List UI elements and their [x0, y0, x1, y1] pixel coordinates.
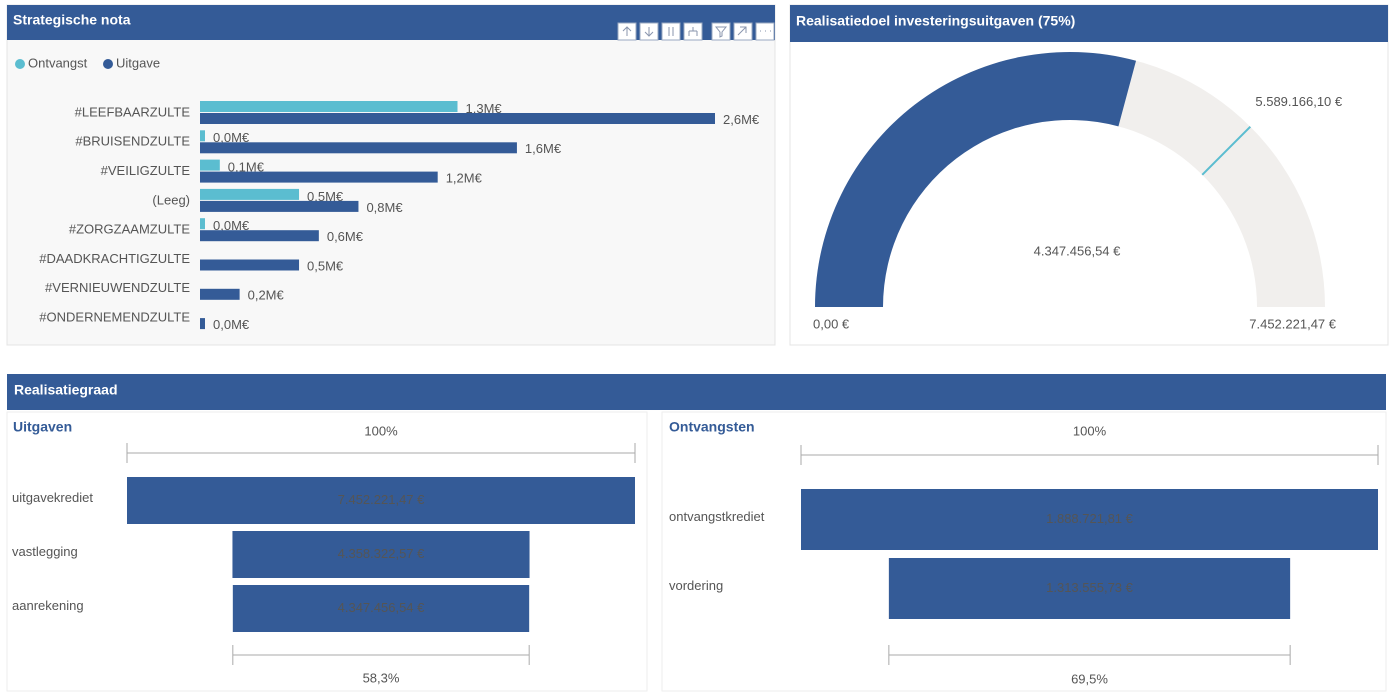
- data-label: 0,5M€: [307, 258, 344, 273]
- gauge-target: [1201, 125, 1252, 176]
- icon-button[interactable]: [711, 22, 731, 41]
- icon-glyphs: [622, 26, 771, 38]
- bar: [200, 130, 205, 142]
- toolbar[interactable]: [617, 22, 775, 41]
- panel: [661, 411, 1387, 692]
- bar: [200, 318, 205, 330]
- max-label: 7.452.221,47 €: [1249, 316, 1337, 331]
- category-label: uitgavekrediet: [12, 490, 93, 505]
- data-label: 1,2M€: [446, 171, 483, 186]
- min-label: 0,00 €: [813, 316, 850, 331]
- funnel-bar: [232, 585, 530, 632]
- icon-button[interactable]: [661, 22, 681, 41]
- category-label: #VEILIGZULTE: [101, 163, 191, 178]
- bracket: [888, 645, 1291, 665]
- bar: [200, 200, 359, 212]
- bracket: [126, 443, 636, 463]
- bar-label: 4.358.322,57 €: [338, 546, 426, 561]
- panel-header: [790, 5, 1388, 42]
- bar: [200, 259, 300, 271]
- bar: [200, 218, 205, 230]
- icon-button[interactable]: [733, 22, 753, 41]
- data-label: 0,5M€: [307, 189, 344, 204]
- bottom-percent: 58,3%: [363, 670, 400, 685]
- data-label: 0,2M€: [248, 288, 285, 303]
- bar: [200, 159, 220, 171]
- target-label: 5.589.166,10 €: [1255, 94, 1343, 109]
- bar: [200, 101, 458, 112]
- bar-label: 1.313.555,73 €: [1046, 580, 1134, 595]
- data-label: 0,0M€: [213, 218, 250, 233]
- bar: [200, 288, 240, 300]
- top-percent: 100%: [1073, 423, 1107, 438]
- category-label: #VERNIEUWENDZULTE: [45, 280, 190, 295]
- data-label: 0,1M€: [228, 160, 265, 175]
- category-label: (Leeg): [152, 192, 190, 207]
- legend-label: Uitgave: [116, 55, 160, 70]
- bar: [200, 171, 438, 183]
- bar: [200, 113, 715, 124]
- bar: [200, 188, 300, 200]
- section-header: [7, 374, 1386, 410]
- chart-title: Strategische nota: [13, 12, 131, 28]
- data-label: 0,0M€: [213, 130, 250, 145]
- chart-title: Uitgaven: [13, 419, 72, 435]
- category-label: #ONDERNEMENDZULTE: [39, 310, 190, 325]
- category-label: aanrekening: [12, 598, 84, 613]
- bar-label: 4.347.456,54 €: [338, 600, 426, 615]
- chart-title: Ontvangsten: [669, 419, 755, 435]
- legend-marker: [15, 59, 25, 69]
- gauge-value: [815, 51, 1137, 307]
- category-label: #DAADKRACHTIGZULTE: [39, 251, 190, 266]
- funnel-bar: [232, 531, 530, 578]
- category-label: #ZORGZAAMZULTE: [69, 222, 190, 237]
- bracket: [800, 445, 1379, 465]
- section-title: Realisatiegraad: [14, 382, 118, 398]
- funnel-bar: [127, 477, 635, 524]
- category-label: #BRUISENDZULTE: [75, 134, 190, 149]
- bar: [200, 142, 517, 154]
- data-label: 1,3M€: [466, 101, 503, 116]
- bottom-percent: 69,5%: [1071, 671, 1108, 686]
- category-label: vordering: [669, 578, 723, 593]
- data-label: 1,6M€: [525, 141, 562, 156]
- funnel-bar: [801, 489, 1378, 550]
- gauge-value-label: 4.347.456,54 €: [1034, 243, 1122, 258]
- bar-label: 1.888.721,81 €: [1046, 511, 1134, 526]
- bar-label: 7.452.221,47 €: [338, 492, 426, 507]
- data-label: 0,6M€: [327, 229, 364, 244]
- category-label: #LEEFBAARZULTE: [75, 104, 191, 119]
- data-label: 0,0M€: [213, 317, 250, 332]
- top-percent: 100%: [364, 423, 398, 438]
- legend-marker: [103, 59, 113, 69]
- data-label: 2,6M€: [723, 112, 760, 127]
- category-label: vastlegging: [12, 544, 78, 559]
- chart-title: Realisatiedoel investeringsuitgaven (75%…: [796, 13, 1075, 29]
- bar: [200, 230, 319, 242]
- category-label: ontvangstkrediet: [669, 509, 765, 524]
- bracket: [232, 645, 530, 665]
- data-label: 0,8M€: [366, 200, 403, 215]
- legend-label: Ontvangst: [28, 55, 88, 70]
- funnel-bar: [888, 558, 1291, 619]
